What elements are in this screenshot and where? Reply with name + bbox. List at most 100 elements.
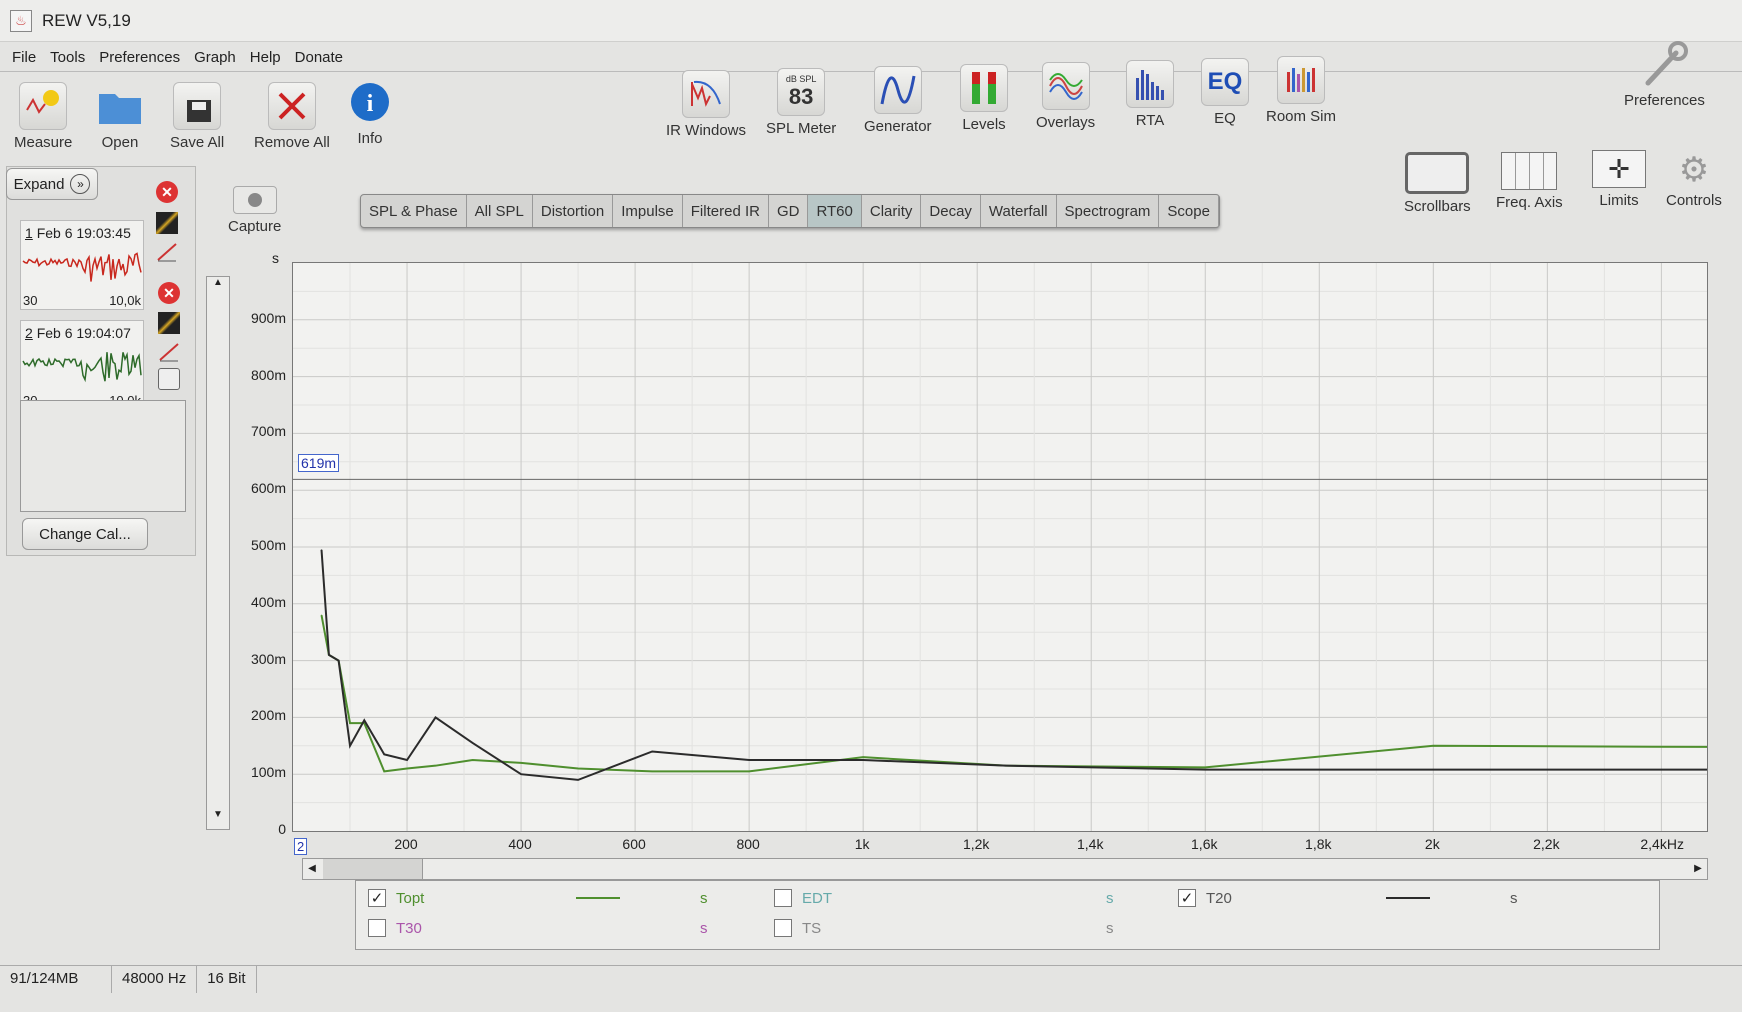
scrollbars-button[interactable]: Scrollbars — [1404, 152, 1471, 215]
x-tick-label: 2,2k — [1533, 836, 1560, 852]
levels-button[interactable]: Levels — [960, 64, 1008, 133]
open-button[interactable]: Open — [96, 82, 144, 151]
remove-all-button[interactable]: Remove All — [254, 82, 330, 151]
x-tick-label: 800 — [736, 836, 760, 852]
data-point-t20 — [328, 654, 330, 656]
overlays-button[interactable]: Overlays — [1036, 62, 1095, 131]
x-tick-label: 2,4kHz — [1640, 836, 1684, 852]
legend-item-topt: ✓ Topt s — [368, 889, 708, 907]
preferences-button[interactable]: Preferences — [1624, 40, 1705, 109]
legend-checkbox-t30[interactable] — [368, 919, 386, 937]
scroll-left-arrow[interactable]: ◀ — [308, 863, 316, 874]
tab-spl-phase[interactable]: SPL & Phase — [361, 195, 467, 227]
data-point-topt — [406, 768, 408, 770]
data-point-topt — [435, 765, 437, 767]
close-measurement-1-icon[interactable]: ✕ — [156, 181, 178, 203]
scroll-right-arrow[interactable]: ▶ — [1694, 863, 1702, 874]
x-tick-label: 600 — [622, 836, 646, 852]
scroll-down-arrow[interactable]: ▼ — [213, 809, 223, 820]
java-app-icon: ♨ — [10, 9, 32, 32]
camera-icon — [232, 186, 277, 214]
tab-all-spl[interactable]: All SPL — [467, 195, 533, 227]
tab-impulse[interactable]: Impulse — [613, 195, 683, 227]
start-frequency-box[interactable]: 2 — [294, 838, 308, 855]
measurement-1[interactable]: 1 Feb 6 19:03:45 30 10,0k — [20, 220, 144, 310]
tab-rt60[interactable]: RT60 — [808, 195, 862, 227]
controls-button[interactable]: ⚙ Controls — [1666, 151, 1722, 209]
menu-graph[interactable]: Graph — [194, 49, 236, 66]
scroll-up-arrow[interactable]: ▲ — [213, 277, 223, 288]
legend-checkbox-t20[interactable]: ✓ — [1178, 889, 1196, 907]
tab-filtered-ir[interactable]: Filtered IR — [683, 195, 769, 227]
ir-windows-button[interactable]: IR Windows — [666, 70, 746, 139]
save-measurement-2-icon[interactable] — [158, 312, 180, 334]
save-measurement-1-icon[interactable] — [156, 212, 178, 234]
gear-icon: ⚙ — [1678, 151, 1710, 189]
x-tick-label: 2k — [1424, 836, 1440, 852]
overlays-icon — [1041, 62, 1090, 110]
capture-button[interactable]: Capture — [228, 186, 281, 235]
rt60-graph[interactable] — [292, 262, 1708, 832]
x-tick-label: 1,8k — [1305, 836, 1332, 852]
eq-button[interactable]: EQ EQ — [1201, 58, 1249, 127]
legend-line-swatch — [982, 927, 1026, 929]
tab-clarity[interactable]: Clarity — [862, 195, 922, 227]
save-icon — [173, 82, 222, 130]
y-tick-label: 900m — [250, 309, 286, 326]
y-tick-label: 800m — [250, 366, 286, 383]
graph-tabs: SPL & Phase All SPL Distortion Impulse Filte… — [360, 194, 1220, 228]
svg-text:i: i — [367, 91, 374, 117]
data-point-t20 — [1432, 769, 1434, 771]
tab-gd[interactable]: GD — [769, 195, 809, 227]
notes-icon[interactable] — [158, 368, 180, 390]
limits-button[interactable]: ✛ Limits — [1592, 150, 1646, 209]
menu-bar: File Tools Preferences Graph Help Donate — [0, 44, 1742, 72]
tab-distortion[interactable]: Distortion — [533, 195, 614, 227]
legend-checkbox-ts[interactable] — [774, 919, 792, 937]
vertical-scrollbar[interactable]: ▲ ▼ — [206, 276, 230, 830]
measurement-2[interactable]: 2 Feb 6 19:04:07 30 10,0k — [20, 320, 144, 410]
menu-file[interactable]: File — [12, 49, 37, 66]
y-tick-label: 300m — [250, 650, 286, 667]
spl-meter-button[interactable]: dB SPL 83 SPL Meter — [766, 68, 836, 137]
y-tick-label: 0 — [278, 821, 286, 837]
legend-unit: s — [1106, 919, 1114, 937]
menu-preferences[interactable]: Preferences — [99, 49, 181, 66]
edit-measurement-2-icon[interactable] — [158, 340, 180, 362]
menu-help[interactable]: Help — [249, 49, 281, 66]
close-measurement-2-icon[interactable]: ✕ — [158, 282, 180, 304]
legend-item-t20: ✓ T20 s — [1178, 889, 1518, 907]
menu-donate[interactable]: Donate — [294, 49, 344, 66]
tab-spectrogram[interactable]: Spectrogram — [1057, 195, 1160, 227]
y-tick-label: 500m — [250, 537, 286, 553]
data-point-topt — [472, 759, 474, 761]
rta-button[interactable]: RTA — [1126, 60, 1174, 129]
data-point-topt — [577, 768, 579, 770]
legend-unit: s — [700, 919, 708, 937]
generator-button[interactable]: Generator — [864, 66, 932, 135]
menu-tools[interactable]: Tools — [50, 49, 86, 66]
tab-decay[interactable]: Decay — [921, 195, 981, 227]
legend-checkbox-edt[interactable] — [774, 889, 792, 907]
horizontal-scrollbar[interactable]: ◀ ▶ — [302, 858, 1708, 880]
scroll-thumb[interactable] — [323, 859, 423, 879]
info-icon: i — [346, 78, 394, 126]
legend-checkbox-topt[interactable]: ✓ — [368, 889, 386, 907]
edit-measurement-1-icon[interactable] — [156, 240, 178, 262]
freq-axis-button[interactable]: Freq. Axis — [1496, 152, 1563, 211]
legend-label: T30 — [396, 919, 422, 937]
info-button[interactable]: i Info — [346, 78, 394, 147]
plot-area — [293, 263, 1708, 831]
room-sim-button[interactable]: Room Sim — [1266, 56, 1336, 125]
tab-scope[interactable]: Scope — [1159, 195, 1219, 227]
expand-button[interactable]: Expand» — [6, 168, 98, 200]
data-point-t20 — [349, 745, 351, 747]
eq-icon: EQ — [1201, 58, 1249, 106]
legend-line-swatch — [576, 897, 620, 899]
change-cal-button[interactable]: Change Cal... — [22, 518, 148, 550]
save-all-button[interactable]: Save All — [170, 82, 224, 151]
measure-button[interactable]: Measure — [14, 82, 72, 151]
y-axis: 0 100m 200m 300m 400m 500m 600m 700m 800m 900m — [230, 262, 290, 837]
tab-waterfall[interactable]: Waterfall — [981, 195, 1057, 227]
x-tick-label: 1,2k — [962, 836, 990, 852]
